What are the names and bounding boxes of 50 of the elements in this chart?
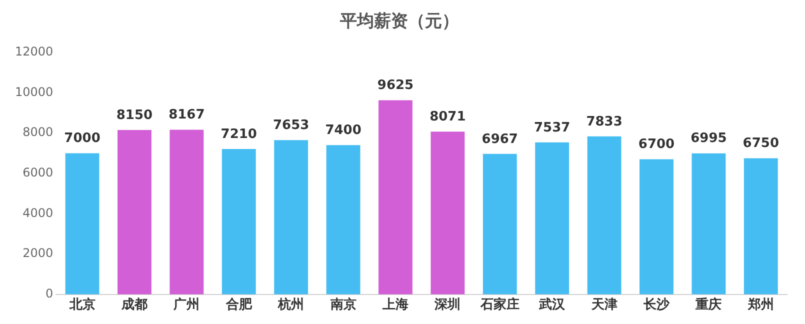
data-label: 7400 [325, 123, 362, 138]
x-tick-label: 杭州 [277, 296, 304, 313]
x-tick-label: 合肥 [224, 296, 253, 313]
x-tick-label: 广州 [172, 296, 200, 313]
bar [65, 153, 100, 294]
x-tick-label: 武汉 [538, 298, 566, 313]
x-tick-label: 石家庄 [479, 296, 520, 313]
data-label: 9625 [377, 78, 414, 94]
x-tick-label: 重庆 [694, 296, 722, 313]
bar [692, 153, 726, 294]
y-tick-label: 2000 [22, 246, 54, 260]
x-tick-label: 北京 [68, 296, 96, 313]
chart-title: 平均薪资（元） [339, 12, 459, 32]
data-label: 8071 [430, 110, 466, 125]
y-tick-label: 12000 [14, 44, 54, 59]
data-label: 7537 [534, 120, 570, 136]
bar [274, 140, 308, 294]
data-label: 6995 [690, 131, 727, 146]
bar [326, 145, 360, 294]
y-tick-label: 10000 [14, 84, 54, 99]
bar [430, 132, 465, 294]
bar [378, 100, 412, 294]
data-label: 7000 [64, 131, 100, 146]
bar [118, 130, 152, 294]
bar [535, 142, 570, 294]
bar [482, 154, 517, 294]
x-tick-label: 郑州 [746, 298, 774, 313]
x-tick-label: 成都 [120, 298, 148, 313]
y-tick-label: 0 [46, 286, 54, 301]
x-tick-label: 上海 [381, 298, 408, 313]
bar [744, 158, 778, 294]
bar [170, 130, 204, 294]
data-label: 6750 [742, 136, 779, 152]
data-label: 8150 [116, 108, 153, 123]
y-tick-label: 6000 [22, 166, 54, 180]
data-label: 7210 [220, 126, 257, 142]
data-label: 7653 [272, 118, 310, 133]
data-label: 7833 [586, 114, 622, 130]
x-tick-label: 南京 [329, 296, 356, 313]
bar [587, 136, 622, 294]
data-label: 6700 [638, 137, 675, 152]
bar [640, 159, 674, 294]
x-tick-label: 深圳 [434, 298, 461, 313]
data-label: 6967 [482, 132, 518, 147]
x-tick-label: 长沙 [642, 298, 670, 313]
y-tick-label: 4000 [22, 206, 54, 220]
x-tick-label: 天津 [590, 298, 618, 313]
bar [222, 149, 256, 294]
y-tick-label: 8000 [22, 125, 54, 140]
data-label: 8167 [168, 108, 205, 123]
